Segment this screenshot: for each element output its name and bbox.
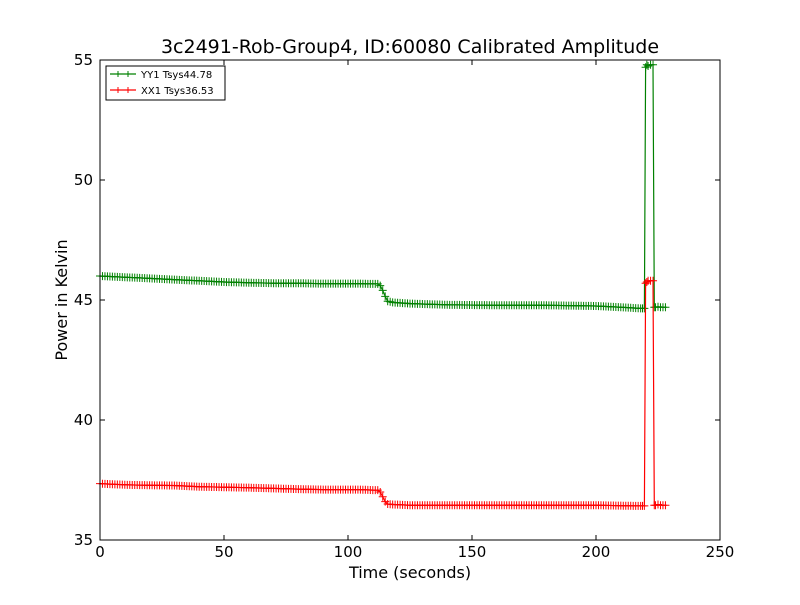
series-2	[96, 276, 670, 510]
data-point-marker	[376, 488, 385, 496]
legend-label: YY1 Tsys44.78	[140, 70, 212, 81]
y-axis-label: Power in Kelvin	[52, 239, 71, 360]
data-point-marker	[381, 292, 390, 301]
legend-box	[105, 65, 226, 101]
data-point-marker	[661, 303, 670, 312]
data-point-marker	[376, 281, 385, 290]
legend-label: XX1 Tsys36.53	[141, 86, 214, 97]
series-1	[96, 60, 670, 313]
x-tick-label: 250	[706, 543, 735, 561]
y-tick-label: 50	[74, 171, 93, 189]
data-point-marker	[649, 60, 658, 69]
data-point-marker	[642, 278, 651, 286]
data-point-marker	[640, 304, 649, 313]
data-point-marker	[649, 276, 658, 285]
data-point-marker	[378, 286, 387, 295]
series-layer	[96, 60, 670, 510]
x-tick-label: 0	[95, 543, 105, 561]
legend-marker	[115, 71, 131, 77]
y-tick-label: 40	[74, 411, 93, 429]
series-line	[99, 280, 666, 507]
x-axis-label: Time (seconds)	[348, 563, 471, 582]
x-tick-label: 50	[214, 543, 233, 561]
axes-layer: 0 50 100 150 200 250 35 40 45 50 55	[74, 51, 734, 561]
y-tick-label: 35	[74, 531, 93, 549]
y-tick-label: 45	[74, 291, 93, 309]
series-line	[99, 63, 666, 309]
legend: YY1 Tsys44.78 XX1 Tsys36.53	[105, 65, 226, 101]
chart-title: 3c2491-Rob-Group4, ID:60080 Calibrated A…	[161, 36, 659, 58]
data-point-marker	[640, 501, 649, 510]
x-tick-label: 200	[582, 543, 611, 561]
legend-marker	[115, 87, 131, 93]
x-tick-label: 150	[458, 543, 487, 561]
data-point-marker	[661, 501, 670, 510]
x-tick-label: 100	[334, 543, 363, 561]
y-tick-label: 55	[74, 51, 93, 69]
data-point-marker	[378, 492, 387, 501]
